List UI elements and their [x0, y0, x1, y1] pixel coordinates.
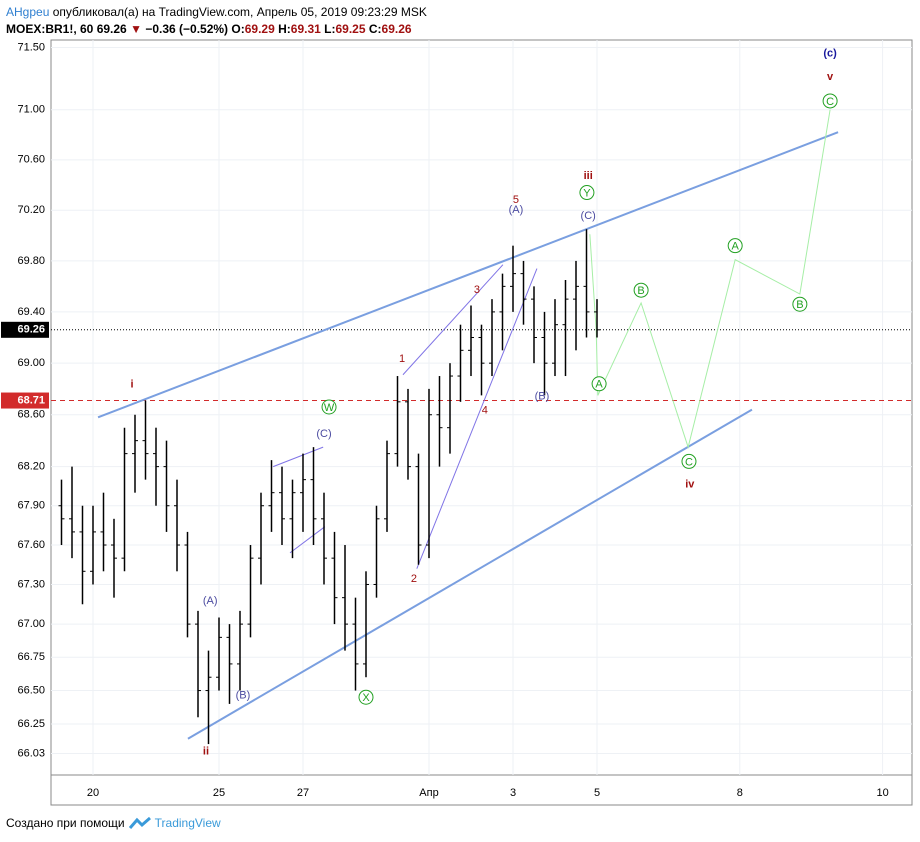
y-tick-label: 69.80: [17, 255, 45, 267]
x-tick-label: Апр: [419, 787, 438, 799]
wave-label: C: [685, 456, 693, 468]
x-tick-label: 20: [87, 787, 99, 799]
wave-label: (A): [203, 595, 218, 607]
wave-circle: [727, 238, 743, 254]
price-label: 69.26: [17, 324, 45, 336]
wave-line: [187, 408, 753, 740]
chart: 71.50 71.00 70.60 70.20 69.80 69.40 69.00 68.60…: [1, 39, 913, 806]
open: 69.29: [244, 22, 275, 36]
y-tick-label: 67.60: [17, 539, 45, 551]
wave-label: 5: [513, 194, 519, 206]
wave-line: [416, 268, 538, 569]
y-tick-label: 66.75: [17, 651, 45, 663]
author[interactable]: AHgpeu: [6, 5, 50, 19]
h-label: H:: [278, 22, 291, 36]
wave-label: Y: [583, 187, 591, 199]
price-label-box: [1, 392, 49, 409]
y-tick-label: 67.00: [17, 618, 45, 630]
wave-label: iv: [685, 478, 695, 490]
header-line-1: AHgpeu опубликовал(а) на TradingView.com…: [6, 5, 427, 19]
wave-circle: [822, 93, 838, 109]
wave-label: C: [826, 96, 834, 108]
wave-label: (B): [236, 689, 251, 701]
wave-label: ii: [203, 746, 209, 758]
brand[interactable]: TradingView: [154, 816, 221, 830]
l-label: L:: [324, 22, 336, 36]
wave-label: iii: [584, 170, 593, 182]
header-line-2: MOEX:BR1!, 60 69.26 ▼ −0.36 (−0.52%) O:6…: [6, 22, 412, 36]
wave-label: 4: [482, 404, 488, 416]
wave-label: 2: [411, 573, 417, 585]
published: опубликовал(а) на TradingView.com, Апрел…: [52, 5, 427, 19]
wave-line: [402, 264, 504, 376]
y-tick-label: 70.60: [17, 154, 45, 166]
y-tick-label: 68.20: [17, 461, 45, 473]
arrow: ▼: [130, 22, 142, 36]
low: 69.25: [335, 22, 366, 36]
y-tick-label: 67.30: [17, 578, 45, 590]
wave-label: X: [362, 692, 370, 704]
x-tick-label: 3: [510, 787, 516, 799]
y-tick-label: 70.20: [17, 204, 45, 216]
y-tick-label: 67.90: [17, 500, 45, 512]
last: 69.26: [96, 22, 127, 36]
o-label: O:: [231, 22, 245, 36]
wave-circle: [358, 689, 374, 705]
x-tick-label: 8: [737, 787, 743, 799]
made-with: Создано при помощи: [6, 816, 125, 830]
x-tick-label: 5: [594, 787, 600, 799]
y-tick-label: 66.03: [17, 747, 45, 759]
y-tick-label: 66.25: [17, 718, 45, 730]
y-tick-label: 66.50: [17, 684, 45, 696]
wave-label: A: [732, 241, 740, 253]
wave-label: W: [324, 402, 335, 414]
wave-label: (C): [316, 428, 331, 440]
x-tick-label: 25: [213, 787, 225, 799]
wave-label: 3: [474, 284, 480, 296]
wave-circle: [321, 399, 337, 415]
wave-label: (B): [535, 390, 550, 402]
price-label: 68.71: [17, 394, 45, 406]
y-tick-label: 68.60: [17, 409, 45, 421]
wave-label: (C): [581, 210, 596, 222]
wave-label: B: [637, 285, 644, 297]
wave-label: i: [131, 379, 134, 391]
price-label-box: [1, 321, 49, 338]
wave-label: (c): [823, 47, 837, 59]
wave-circle: [579, 185, 595, 201]
wave-line: [589, 109, 831, 449]
change: −0.36 (−0.52%): [145, 22, 229, 36]
y-tick-label: 71.00: [17, 104, 45, 116]
wave-line: [289, 526, 326, 554]
wave-label: (A): [509, 204, 524, 216]
wave-circle: [792, 296, 808, 312]
wave-line: [97, 131, 839, 419]
wave-circle: [681, 453, 697, 469]
close: 69.26: [381, 22, 412, 36]
wave-label: v: [827, 71, 834, 83]
symbol: MOEX:BR1!, 60: [6, 22, 94, 36]
y-tick-label: 69.40: [17, 306, 45, 318]
y-tick-label: 71.50: [17, 41, 45, 53]
high: 69.31: [290, 22, 321, 36]
x-tick-label: 10: [876, 787, 888, 799]
wave-label: B: [796, 299, 803, 311]
footer: Создано при помощи TradingView: [6, 816, 221, 830]
logo: [128, 816, 151, 829]
wave-line: [272, 446, 324, 468]
c-label: C:: [368, 22, 382, 36]
wave-circle: [591, 376, 607, 392]
wave-label: 1: [399, 353, 405, 365]
x-tick-label: 27: [297, 787, 309, 799]
wave-circle: [633, 282, 649, 298]
plot-frame: [50, 39, 913, 806]
y-tick-label: 69.00: [17, 357, 45, 369]
wave-label: A: [595, 379, 603, 391]
